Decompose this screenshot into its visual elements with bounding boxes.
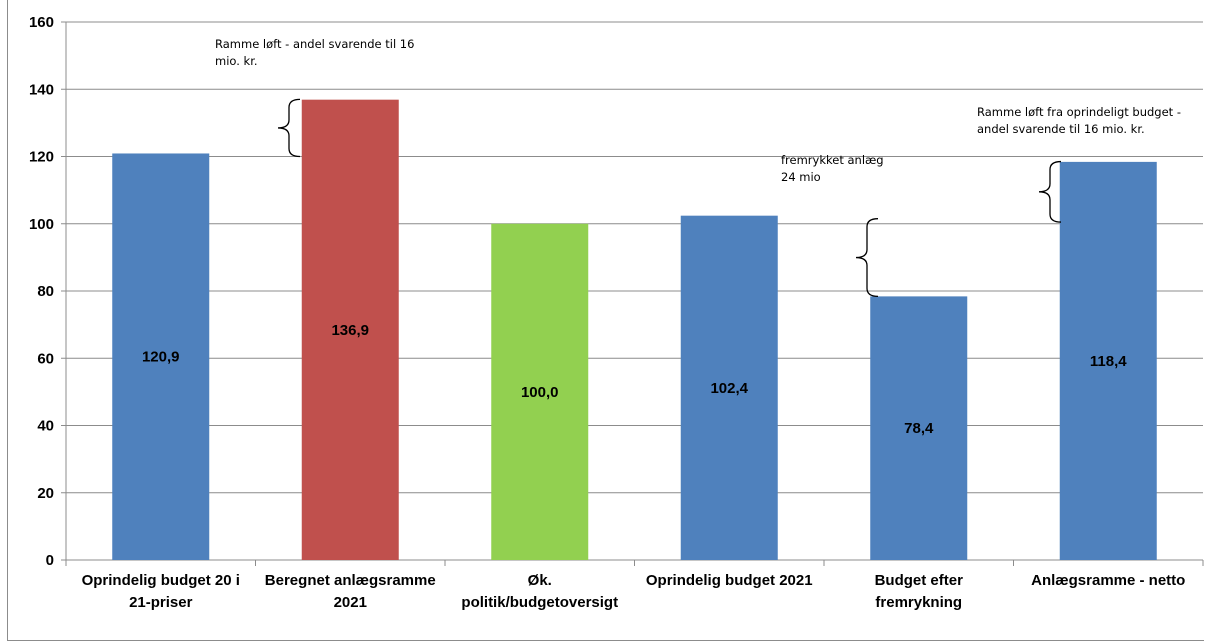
annotation-text: andel svarende til 16 mio. kr.	[977, 122, 1145, 136]
annotation-text: Ramme løft - andel svarende til 16	[215, 37, 414, 51]
y-tick-label: 120	[29, 149, 54, 166]
brace	[855, 218, 879, 298]
data-label: 78,4	[904, 420, 934, 437]
y-tick-label: 40	[37, 418, 54, 435]
bar	[112, 153, 210, 560]
data-label: 100,0	[521, 384, 559, 401]
bar	[1059, 161, 1157, 560]
x-category-label: Øk.	[528, 572, 552, 589]
annotation-text: 24 mio	[781, 170, 821, 184]
annotation-text: mio. kr.	[215, 54, 258, 68]
y-tick-label: 100	[29, 216, 54, 233]
x-category-label: Beregnet anlægsramme	[265, 572, 436, 589]
x-category-label: Budget efter	[875, 572, 964, 589]
brace	[277, 98, 301, 158]
bar	[680, 215, 778, 560]
x-category-label: fremrykning	[875, 594, 962, 611]
bar	[301, 99, 399, 560]
annotation-text: fremrykket anlæg	[781, 153, 884, 167]
data-label: 102,4	[710, 380, 748, 397]
y-tick-label: 20	[37, 485, 54, 502]
y-tick-label: 0	[46, 552, 54, 569]
bar	[491, 223, 589, 560]
chart-frame	[7, 0, 1204, 641]
y-tick-label: 160	[29, 14, 54, 31]
x-category-label: politik/budgetoversigt	[461, 594, 618, 611]
x-category-label: Anlægsramme - netto	[1031, 572, 1185, 589]
x-category-label: Oprindelig budget 20 i	[82, 572, 240, 589]
annotation-text: Ramme løft fra oprindeligt budget -	[977, 105, 1181, 119]
data-label: 136,9	[331, 322, 369, 339]
y-tick-label: 60	[37, 350, 54, 367]
y-tick-label: 80	[37, 283, 54, 300]
y-tick-label: 140	[29, 81, 54, 98]
bar	[870, 296, 968, 560]
data-label: 118,4	[1090, 353, 1127, 370]
data-label: 120,9	[142, 349, 180, 366]
x-category-label: Oprindelig budget 2021	[646, 572, 813, 589]
x-category-label: 2021	[334, 594, 367, 611]
x-category-label: 21-priser	[129, 594, 193, 611]
brace	[1038, 160, 1062, 223]
